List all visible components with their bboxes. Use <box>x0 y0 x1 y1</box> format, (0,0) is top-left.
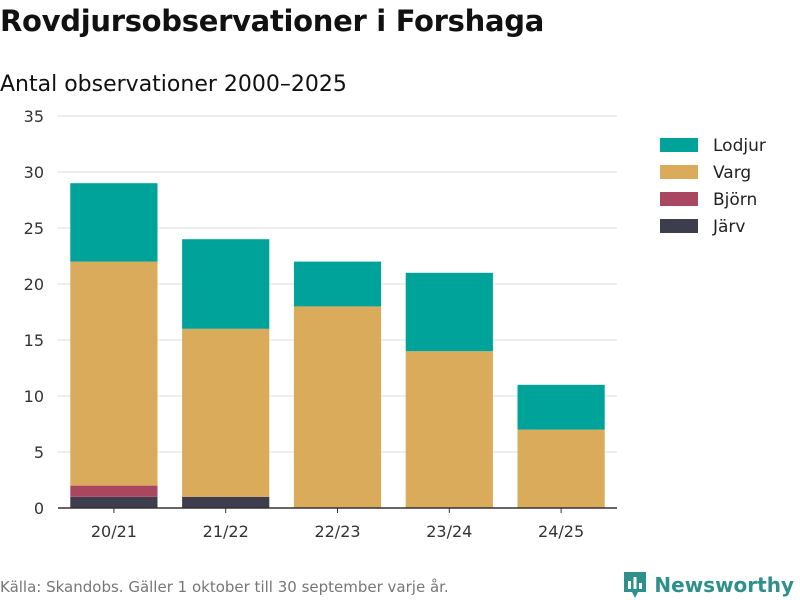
bar-segment-björn <box>70 485 158 497</box>
y-tick-label: 15 <box>24 331 44 350</box>
legend-label-varg: Varg <box>713 163 751 183</box>
legend-swatch-varg <box>660 165 698 179</box>
y-tick-label: 20 <box>24 275 44 294</box>
legend-swatch-björn <box>660 192 698 206</box>
bar-segment-järv <box>182 496 270 508</box>
legend-label-björn: Björn <box>713 190 757 210</box>
bar-segment-lodjur <box>517 384 605 430</box>
bar-segment-lodjur <box>182 239 270 329</box>
brand-logo: Newsworthy <box>622 570 794 600</box>
chart-title: Rovdjursobservationer i Forshaga <box>0 4 544 38</box>
x-tick-label: 21/22 <box>203 522 249 541</box>
y-tick-label: 35 <box>24 107 44 126</box>
bar-segment-varg <box>293 306 382 508</box>
x-tick-label: 23/24 <box>426 522 472 541</box>
bar-segment-varg <box>182 328 270 497</box>
legend-label-järv: Järv <box>712 217 745 237</box>
chart-subtitle: Antal observationer 2000–2025 <box>0 72 347 97</box>
y-tick-label: 10 <box>24 387 44 406</box>
legend-swatch-lodjur <box>660 138 698 152</box>
bar-segment-varg <box>405 351 493 508</box>
legend-swatch-järv <box>660 219 698 233</box>
y-tick-label: 0 <box>34 499 44 518</box>
bar-segment-lodjur <box>405 272 493 352</box>
bar-segment-lodjur <box>293 261 382 307</box>
y-tick-label: 25 <box>24 219 44 238</box>
legend-label-lodjur: Lodjur <box>713 136 766 156</box>
x-tick-label: 24/25 <box>538 522 584 541</box>
x-tick-label: 20/21 <box>91 522 137 541</box>
bar-segment-järv <box>70 496 158 508</box>
bar-segment-lodjur <box>70 183 158 262</box>
bar-segment-varg <box>70 261 158 486</box>
newsworthy-logo-icon <box>624 572 647 598</box>
bar-segment-varg <box>517 429 605 508</box>
source-note: Källa: Skandobs. Gäller 1 oktober till 3… <box>0 578 449 596</box>
brand-name: Newsworthy <box>654 573 794 597</box>
x-tick-label: 22/23 <box>314 522 360 541</box>
y-tick-label: 30 <box>24 163 44 182</box>
y-tick-label: 5 <box>34 443 44 462</box>
